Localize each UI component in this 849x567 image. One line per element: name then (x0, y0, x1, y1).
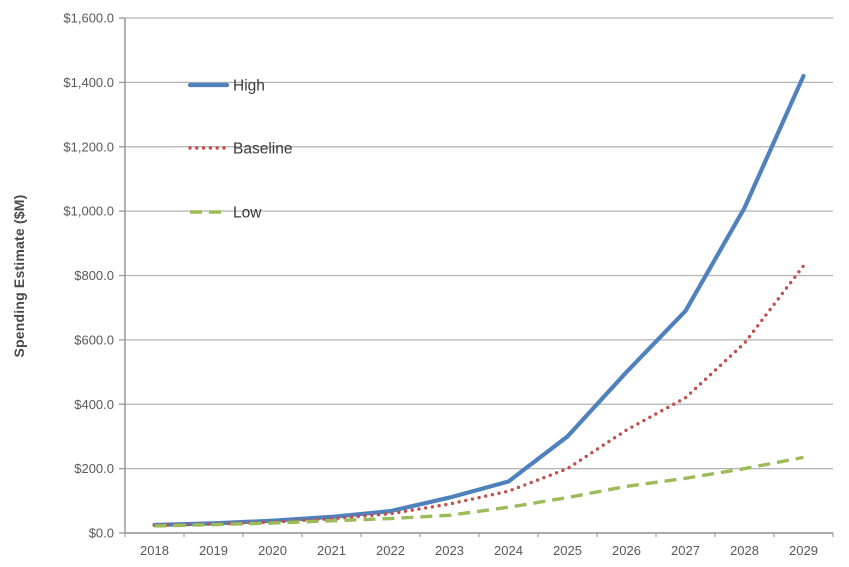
data-series (152, 73, 806, 528)
x-tick-label: 2022 (376, 543, 405, 558)
series-line-baseline (152, 264, 806, 527)
axis-labels: $0.0 $200.0 $400.0 $600.0 $800.0 $1,000.0 $1,2… (63, 11, 818, 559)
legend-label-baseline: Baseline (233, 141, 292, 158)
x-tick-label: 2024 (494, 543, 523, 558)
series-line-low (154, 455, 804, 528)
legend: High Baseline Low (187, 78, 292, 222)
x-tick-label: 2028 (730, 543, 759, 558)
axes (119, 17, 834, 537)
x-tick-label: 2018 (140, 543, 169, 558)
x-tick-label: 2029 (789, 543, 818, 558)
y-tick-label: $200.0 (74, 461, 114, 476)
gridlines (125, 17, 833, 470)
x-tick-label: 2026 (612, 543, 641, 558)
x-tick-label: 2019 (199, 543, 228, 558)
x-tick-label: 2027 (671, 543, 700, 558)
y-tick-label: $0.0 (89, 526, 114, 541)
y-tick-label: $600.0 (74, 332, 114, 347)
y-tick-label: $400.0 (74, 397, 114, 412)
y-tick-label: $800.0 (74, 268, 114, 283)
x-tick-label: 2023 (435, 543, 464, 558)
y-axis-title: Spending Estimate ($M) (11, 194, 27, 357)
y-tick-label: $1,400.0 (63, 75, 114, 90)
y-tick-label: $1,600.0 (63, 11, 114, 26)
x-tick-label: 2021 (317, 543, 346, 558)
legend-label-low: Low (233, 205, 262, 222)
y-tick-label: $1,200.0 (63, 139, 114, 154)
x-tick-label: 2025 (553, 543, 582, 558)
y-tick-label: $1,000.0 (63, 204, 114, 219)
legend-label-high: High (233, 78, 265, 95)
x-tick-label: 2020 (258, 543, 287, 558)
